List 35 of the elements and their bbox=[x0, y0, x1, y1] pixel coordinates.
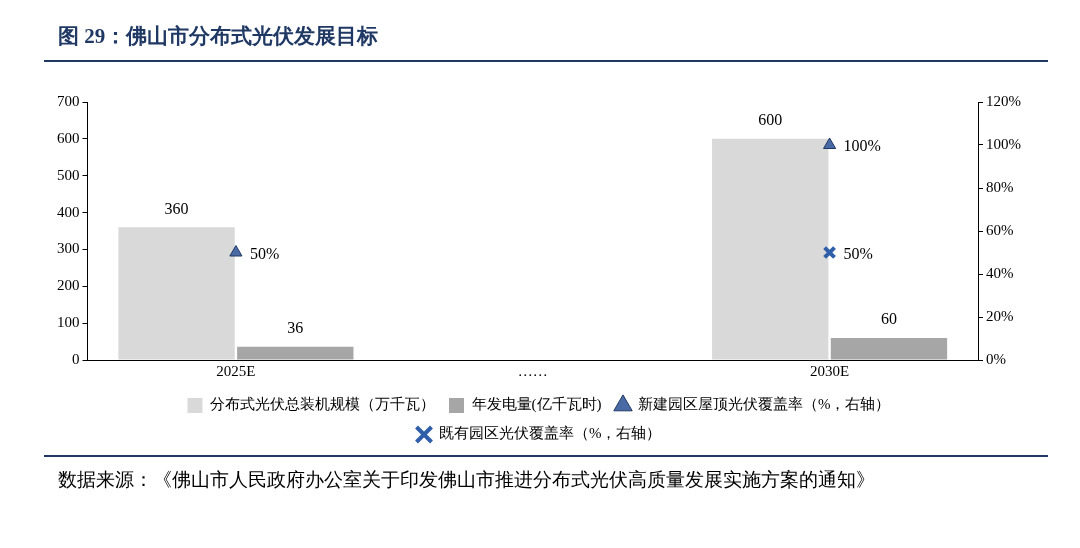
y2-tick-label: 40% bbox=[986, 264, 1014, 281]
y2-tick-label: 100% bbox=[986, 135, 1021, 152]
source-note: 数据来源：《佛山市人民政府办公室关于印发佛山市推进分布式光伏高质量发展实施方案的通知》 bbox=[58, 468, 876, 492]
y-tick-label: 700 bbox=[57, 92, 80, 109]
y2-tick-label: 120% bbox=[986, 92, 1021, 109]
bar bbox=[237, 346, 354, 360]
data-label: 50% bbox=[249, 244, 280, 262]
y2-tick-label: 20% bbox=[986, 307, 1014, 324]
legend-label: 新建园区屋顶光伏覆盖率（%，右轴） bbox=[638, 396, 891, 413]
data-label: 600 bbox=[758, 111, 783, 129]
legend-label: 既有园区光伏覆盖率（%，右轴） bbox=[439, 425, 662, 442]
legend-label: 年发电量(亿千瓦时) bbox=[471, 396, 602, 414]
y-tick-label: 100 bbox=[57, 314, 80, 331]
y2-tick-label: 80% bbox=[986, 178, 1014, 195]
y-tick-label: 400 bbox=[57, 203, 80, 220]
y-tick-label: 200 bbox=[57, 277, 80, 294]
chart-title: 图 29：佛山市分布式光伏发展目标 bbox=[58, 23, 379, 50]
data-label: 100% bbox=[843, 137, 881, 155]
legend-label: 分布式光伏总装机规模（万千瓦） bbox=[210, 396, 436, 413]
data-label: 360 bbox=[164, 199, 189, 217]
data-label: 36 bbox=[287, 318, 304, 336]
bar bbox=[830, 337, 948, 360]
bar bbox=[712, 138, 829, 360]
y2-tick-label: 60% bbox=[986, 221, 1014, 238]
y2-tick-label: 0% bbox=[986, 350, 1006, 367]
y-tick-label: 0 bbox=[72, 350, 80, 367]
x-tick-label: 2030E bbox=[810, 362, 850, 379]
y-tick-label: 600 bbox=[57, 129, 80, 146]
data-label: 50% bbox=[843, 244, 873, 262]
x-tick-label: 2025E bbox=[216, 362, 256, 379]
y-tick-label: 500 bbox=[57, 166, 80, 183]
x-tick-label: …… bbox=[517, 362, 548, 379]
bar bbox=[118, 227, 235, 360]
data-label: 60 bbox=[880, 310, 897, 328]
y-tick-label: 300 bbox=[57, 240, 80, 257]
